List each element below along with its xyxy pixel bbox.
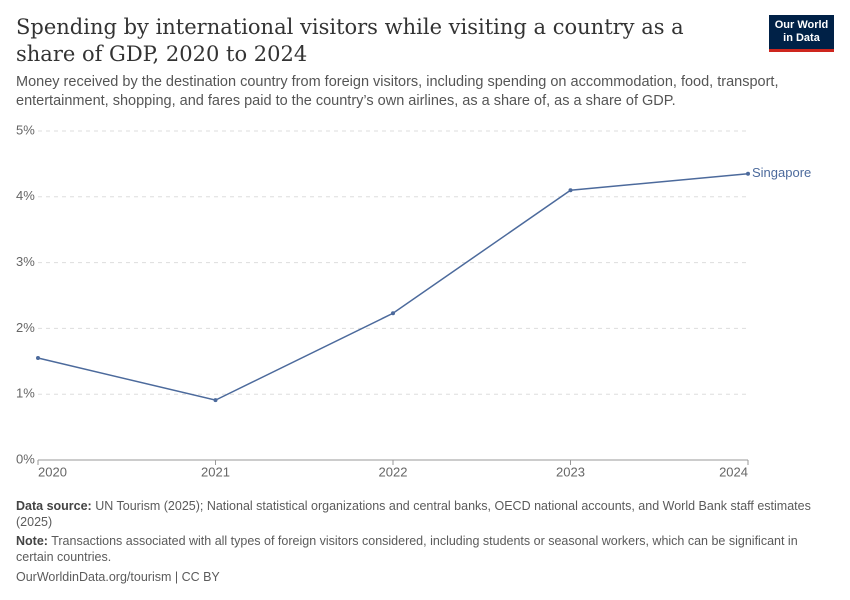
data-point [36, 356, 40, 361]
logo[interactable]: Our World in Data [769, 15, 834, 52]
source-label: Data source: [16, 499, 92, 513]
x-tick-label: 2021 [201, 464, 230, 479]
data-point [213, 398, 218, 403]
footer[interactable]: OurWorldinData.org/tourism | CC BY [16, 570, 220, 584]
y-tick-label: 2% [16, 320, 35, 335]
note: Note: Transactions associated with all t… [16, 533, 831, 565]
y-tick-label: 3% [16, 254, 35, 269]
y-tick-label: 1% [16, 386, 35, 401]
chart-subtitle: Money received by the destination countr… [16, 74, 779, 109]
y-tick-label: 5% [16, 122, 35, 137]
x-tick-label: 2024 [719, 464, 748, 479]
series-label: Singapore [752, 165, 811, 180]
x-tick-label: 2022 [379, 464, 408, 479]
data-point [746, 171, 750, 176]
x-tick-label: 2023 [556, 464, 585, 479]
x-tick-label: 2020 [38, 464, 67, 479]
chart-title: Spending by international visitors while… [16, 15, 684, 66]
y-tick-label: 0% [16, 451, 35, 466]
note-label: Note: [16, 534, 48, 548]
source: Data source: UN Tourism (2025); National… [16, 498, 831, 530]
data-point [391, 311, 395, 316]
note-text: Transactions associated with all types o… [16, 534, 798, 564]
series-line [37, 173, 749, 401]
logo-line: in Data [783, 32, 820, 44]
logo-line: Our World [774, 19, 829, 31]
y-tick-label: 4% [16, 188, 35, 203]
source-text: UN Tourism (2025); National statistical … [16, 499, 811, 529]
data-point [568, 188, 573, 193]
